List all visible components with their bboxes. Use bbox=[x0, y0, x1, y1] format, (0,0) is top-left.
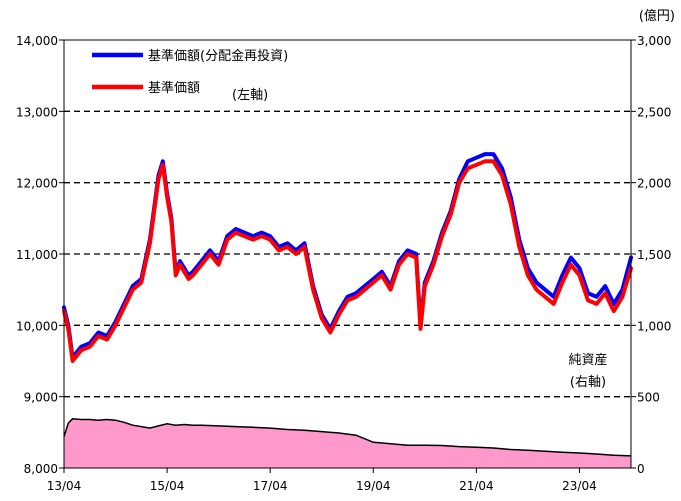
right-tick-label-3: 1,500 bbox=[637, 248, 671, 262]
right-tick-label-6: 3,000 bbox=[637, 34, 671, 48]
x-tick-label-1: 15/04 bbox=[150, 479, 185, 493]
x-tick-label-0: 13/04 bbox=[47, 479, 82, 493]
x-tick-label-5: 23/04 bbox=[562, 479, 597, 493]
series-area-net-assets bbox=[64, 418, 631, 468]
net-assets-label: 純資産 bbox=[568, 352, 607, 368]
right-tick-label-1: 500 bbox=[637, 391, 660, 405]
left-tick-label-0: 8,000 bbox=[24, 462, 58, 476]
left-tick-label-2: 10,000 bbox=[16, 319, 58, 333]
legend-label-1: 基準価額 bbox=[148, 80, 200, 96]
left-tick-label-6: 14,000 bbox=[16, 34, 58, 48]
series-line-nav bbox=[62, 159, 633, 363]
x-tick-label-4: 21/04 bbox=[459, 479, 494, 493]
net-assets-axis-note: (右軸) bbox=[570, 375, 606, 390]
legend-label-0: 基準価額(分配金再投資) bbox=[148, 48, 288, 64]
left-tick-label-4: 12,000 bbox=[16, 177, 58, 191]
right-tick-label-0: 0 bbox=[637, 462, 645, 476]
right-tick-label-4: 2,000 bbox=[637, 177, 671, 191]
x-tick-label-2: 17/04 bbox=[253, 479, 288, 493]
legend-axis-note: (左軸) bbox=[232, 88, 268, 103]
left-tick-label-1: 9,000 bbox=[24, 391, 58, 405]
series-area-net-assets-outline bbox=[63, 418, 632, 457]
right-tick-label-5: 2,500 bbox=[637, 105, 671, 119]
left-tick-label-5: 13,000 bbox=[16, 105, 58, 119]
right-axis-unit: (億円) bbox=[639, 8, 675, 24]
x-tick-label-3: 19/04 bbox=[356, 479, 391, 493]
left-tick-label-3: 11,000 bbox=[16, 248, 58, 262]
right-tick-label-2: 1,000 bbox=[637, 319, 671, 333]
